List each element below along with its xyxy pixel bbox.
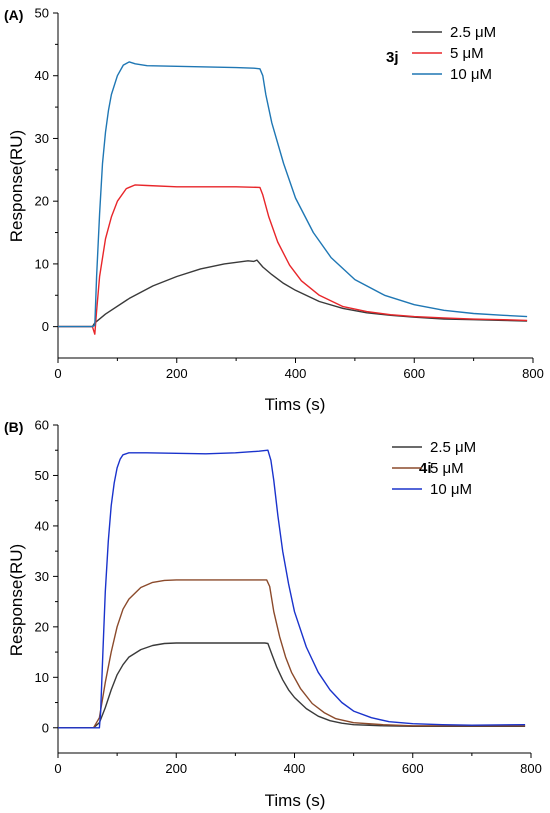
- y-tick-label: 20: [35, 194, 49, 209]
- series-line: [58, 449, 526, 729]
- y-tick-label: 0: [42, 720, 49, 735]
- y-tick-label: 20: [35, 619, 49, 634]
- x-tick-label: 400: [284, 761, 306, 776]
- x-tick-label: 600: [403, 366, 425, 381]
- y-tick-label: 50: [35, 468, 49, 483]
- x-tick-label: 800: [522, 366, 544, 381]
- legend-label: 5 μM: [450, 45, 484, 62]
- panel-label: (B): [4, 419, 23, 435]
- series-line: [58, 184, 528, 335]
- y-tick-label: 10: [35, 256, 49, 271]
- y-tick-label: 50: [35, 6, 49, 21]
- legend-label: 10 μM: [450, 66, 492, 83]
- series-line: [58, 642, 526, 729]
- y-tick-label: 40: [35, 518, 49, 533]
- x-tick-label: 400: [285, 366, 307, 381]
- y-tick-label: 10: [35, 670, 49, 685]
- x-tick-label: 0: [54, 761, 61, 776]
- compound-label: 3j: [386, 49, 399, 66]
- x-axis-label: Tims (s): [265, 791, 326, 810]
- x-axis-label: Tims (s): [265, 395, 326, 414]
- y-tick-label: 60: [35, 418, 49, 433]
- y-axis-label: Response(RU): [7, 130, 26, 242]
- series-line: [58, 579, 526, 729]
- y-tick-label: 40: [35, 68, 49, 83]
- legend-label: 5 μM: [430, 460, 464, 477]
- y-axis-label: Response(RU): [7, 544, 26, 656]
- y-tick-label: 0: [42, 319, 49, 334]
- y-tick-label: 30: [35, 131, 49, 146]
- legend-label: 2.5 μM: [430, 439, 476, 456]
- x-tick-label: 600: [402, 761, 424, 776]
- x-tick-label: 200: [166, 366, 188, 381]
- series-line: [58, 61, 528, 328]
- panel-label: (A): [4, 7, 23, 23]
- legend-label: 2.5 μM: [450, 24, 496, 41]
- x-tick-label: 800: [520, 761, 542, 776]
- y-tick-label: 30: [35, 569, 49, 584]
- x-tick-label: 0: [54, 366, 61, 381]
- compound-label: 4i: [419, 460, 432, 477]
- x-tick-label: 200: [165, 761, 187, 776]
- panel-b: (B) 4i Tims (s) Response(RU) 0 200 400 600 8…: [4, 418, 542, 811]
- legend-label: 10 μM: [430, 481, 472, 498]
- panel-a: (A) 3j Tims (s) Response(RU) 0 200 400 600 8…: [4, 6, 544, 415]
